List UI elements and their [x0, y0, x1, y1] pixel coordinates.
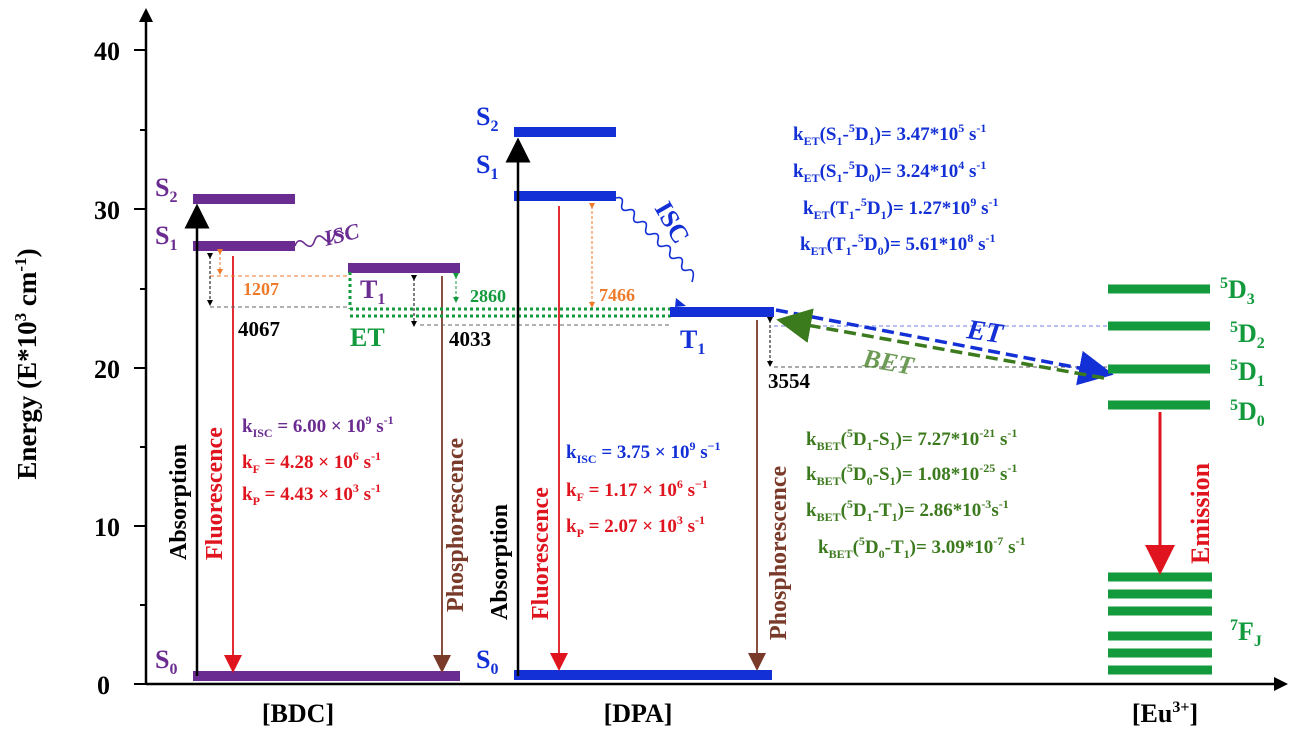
bdc-et-label: ET [350, 323, 385, 352]
dpa-fluorescence-label: Fluorescence [528, 487, 554, 620]
bet-label: BET [860, 343, 917, 381]
k-et-row: kET(S1-5D0)= 3.24*104 s-1 [793, 158, 986, 185]
k-bet-row: kBET(5D0-S1)= 1.08*10-25 s-1 [806, 461, 1017, 488]
k-et-row: kET(T1-5D0)= 5.61*108 s-1 [800, 231, 995, 258]
column-label-dpa: [DPA] [604, 699, 673, 728]
y-axis-arrowhead [139, 8, 153, 22]
bdc-fluorescence-label: Fluorescence [202, 427, 228, 560]
k-et-list: kET(S1-5D1)= 3.47*105 s-1 kET(S1-5D0)= 3… [793, 121, 998, 258]
y-tick-0: 0 [97, 671, 110, 700]
eu-levels [1108, 284, 1212, 675]
dpa-isc-label: ISC [649, 197, 696, 249]
k-bet-list: kBET(5D1-S1)= 7.27*10-21 s-1 kBET(5D0-S1… [806, 426, 1025, 561]
dpa-gap-black-value: 3554 [768, 369, 811, 393]
dpa-phosphorescence-label: Phosphorescence [766, 465, 792, 640]
bdc-isc-wave [294, 230, 345, 248]
y-tick-40: 40 [94, 37, 120, 66]
bdc-gap-green-value: 2860 [470, 286, 506, 306]
bdc-gap-black-left-value: 4067 [238, 317, 280, 341]
dpa-s2-label: S2 [476, 102, 498, 135]
bdc-s1-label: S1 [155, 221, 177, 254]
x-axis-arrowhead [1274, 677, 1288, 691]
dpa-k-p: kP = 2.07 × 103 s-1 [566, 513, 705, 540]
eu-5d1-label: 5D1 [1230, 357, 1265, 390]
k-et-row: kET(T1-5D1)= 1.27*109 s-1 [803, 195, 998, 222]
eu-5d2-label: 5D2 [1230, 319, 1265, 352]
et-label: ET [964, 314, 1007, 350]
k-bet-row: kBET(5D1-S1)= 7.27*10-21 s-1 [806, 426, 1017, 453]
bet-arrow [776, 308, 1105, 380]
dpa-s0-label: S0 [476, 645, 498, 678]
y-tick-20: 20 [94, 355, 120, 384]
eu-emission-label: Emission [1186, 462, 1215, 564]
dpa-k-f: kF = 1.17 × 106 s−1 [566, 477, 708, 504]
k-bet-row: kBET(5D0-T1)= 3.09*10-7 s-1 [818, 534, 1025, 561]
dpa-absorption-label: Absorption [487, 504, 513, 620]
bdc-phosphorescence-label: Phosphorescence [443, 437, 469, 612]
column-label-eu: [Eu3+] [1132, 699, 1198, 728]
dpa-isc-arrowhead [675, 298, 686, 307]
y-tick-10: 10 [94, 513, 120, 542]
k-bet-row: kBET(5D1-T1)= 2.86*10-3s-1 [806, 497, 1009, 524]
column-label-bdc: [BDC] [262, 699, 334, 728]
bdc-k-p: kP = 4.43 × 103 s-1 [242, 481, 381, 508]
bdc-s2-label: S2 [155, 173, 177, 206]
dpa-levels [514, 127, 774, 680]
dpa-isc-wave [615, 196, 695, 283]
eu-5d0-label: 5D0 [1230, 397, 1265, 430]
bdc-gap-orange-value: 1207 [243, 279, 279, 299]
et-arrow [775, 308, 1114, 386]
bdc-k-isc: kISC = 6.00 × 109 s-1 [242, 413, 394, 440]
y-axis-label: Energy (E*103 cm-1) [11, 248, 42, 479]
eu-7fj-label: 7FJ [1230, 617, 1262, 650]
eu-5d3-label: 5D3 [1220, 275, 1255, 308]
dpa-s1-label: S1 [476, 150, 498, 183]
bdc-t1-label: T1 [360, 275, 385, 308]
dpa-gap-orange-value: 7466 [599, 285, 635, 305]
bdc-s0-label: S0 [155, 645, 177, 678]
k-et-row: kET(S1-5D1)= 3.47*105 s-1 [793, 121, 986, 148]
dpa-k-isc: kISC = 3.75 × 109 s−1 [566, 439, 721, 466]
bdc-levels [193, 194, 460, 681]
y-ticks [134, 49, 146, 685]
dpa-t1-label: T1 [680, 325, 705, 358]
bdc-absorption-label: Absorption [166, 444, 192, 560]
bdc-gap-black-right-value: 4033 [449, 327, 491, 351]
y-tick-30: 30 [94, 196, 120, 225]
bdc-isc-label: ISC [320, 218, 362, 251]
bdc-k-f: kF = 4.28 × 106 s-1 [242, 449, 381, 476]
